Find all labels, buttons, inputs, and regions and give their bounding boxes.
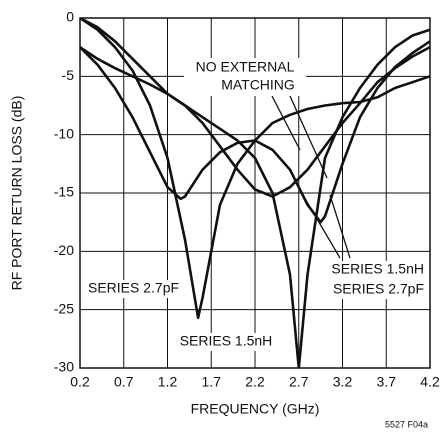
annotation: SERIES 1.5nH <box>180 333 273 349</box>
arrow <box>299 189 341 259</box>
arrow <box>289 95 328 179</box>
label-bg <box>180 333 272 351</box>
x-tick-label: 0.7 <box>114 374 134 390</box>
x-tick-label: 1.7 <box>202 374 222 390</box>
annotation: SERIES 1.5nH <box>331 261 424 277</box>
label-bg <box>184 58 306 96</box>
curve <box>80 18 430 320</box>
x-tick-label: 1.2 <box>158 374 178 390</box>
y-tick-label: -30 <box>54 359 74 375</box>
label-bg <box>318 261 426 299</box>
y-tick-label: -10 <box>54 125 74 141</box>
annotation: MATCHING <box>221 77 295 93</box>
y-tick-label: -5 <box>62 67 75 83</box>
curve <box>80 40 430 224</box>
annotation: NO EXTERNAL <box>196 59 295 75</box>
y-tick-label: 0 <box>66 9 74 25</box>
y-tick-label: -15 <box>54 184 74 200</box>
arrow <box>329 194 351 259</box>
x-tick-label: 2.2 <box>245 374 265 390</box>
x-tick-label: 0.2 <box>70 374 90 390</box>
arrow <box>271 95 301 151</box>
annotation: SERIES 2.7pF <box>88 280 179 296</box>
x-tick-label: 4.2 <box>420 374 440 390</box>
y-tick-label: -20 <box>54 242 74 258</box>
x-axis-label: FREQUENCY (GHz) <box>191 401 320 417</box>
annotation: SERIES 2.7pF <box>333 281 424 297</box>
x-tick-label: 2.7 <box>289 374 309 390</box>
label-bg <box>84 280 174 298</box>
x-tick-label: 3.2 <box>333 374 353 390</box>
curve <box>80 18 430 368</box>
x-tick-label: 3.7 <box>377 374 397 390</box>
y-tick-label: -25 <box>54 300 74 316</box>
footnote: 5527 F04a <box>385 419 428 429</box>
y-axis-label: RF PORT RETURN LOSS (dB) <box>9 96 25 291</box>
curve <box>80 46 430 198</box>
plot-frame <box>79 17 431 369</box>
